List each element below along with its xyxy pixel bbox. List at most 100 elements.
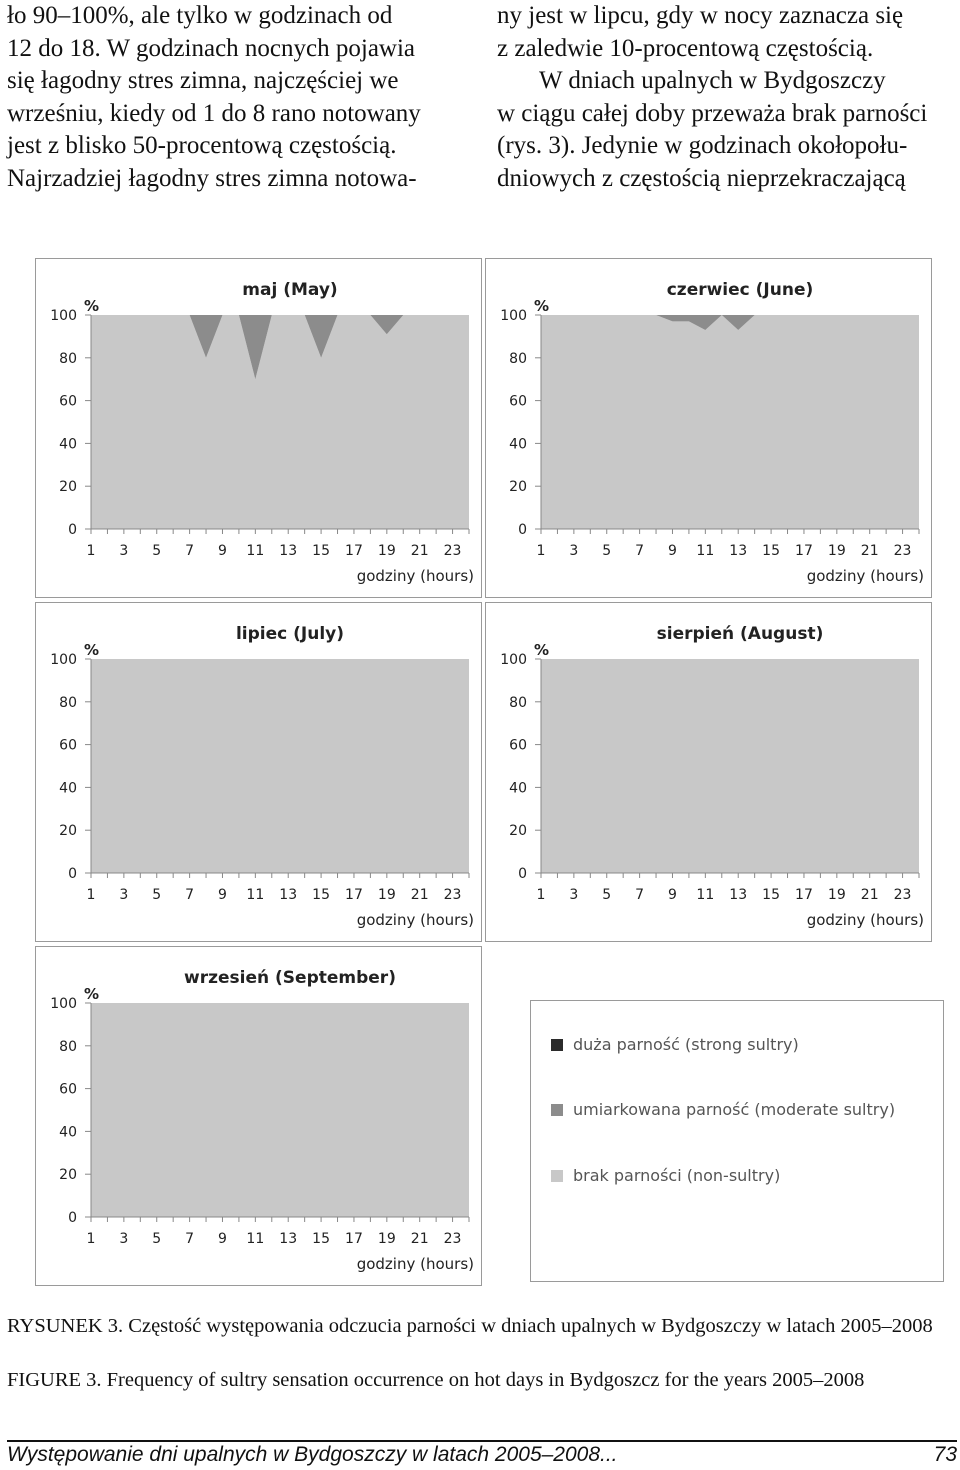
legend-item-strong: duża parność (strong sultry) [551, 1035, 799, 1054]
y-tick-label: 60 [59, 394, 77, 410]
x-tick-label: 13 [729, 887, 747, 903]
series-area-non-sultry [541, 659, 919, 873]
x-tick-label: 17 [795, 543, 813, 559]
x-tick-label: 1 [87, 887, 96, 903]
x-tick-label: 13 [279, 887, 297, 903]
series-area-moderate-sultry [541, 315, 919, 330]
text-line: ny jest w lipcu, gdy w nocy zaznacza się [497, 2, 904, 29]
x-tick-label: 13 [729, 543, 747, 559]
y-unit-label: % [84, 297, 99, 315]
x-tick-label: 7 [185, 1231, 194, 1247]
text-column-right: ny jest w lipcu, gdy w nocy zaznacza się… [497, 0, 955, 196]
chart-title: czerwiec (June) [667, 280, 814, 300]
text-line: jest z blisko 50-procentową częstością. [7, 132, 397, 160]
y-tick-label: 80 [509, 351, 527, 367]
y-tick-label: 40 [59, 780, 77, 796]
y-tick-label: 60 [509, 738, 527, 754]
text-line: w ciągu całej doby przeważa brak parnośc… [497, 99, 928, 127]
chart-title: wrzesień (September) [184, 968, 396, 988]
x-tick-label: 15 [312, 1231, 330, 1247]
y-tick-label: 0 [518, 866, 527, 882]
y-tick-label: 20 [509, 823, 527, 839]
running-title: Występowanie dni upalnych w Bydgoszczy w… [7, 1443, 618, 1466]
x-tick-label: 9 [218, 1231, 227, 1247]
x-tick-label: 9 [218, 543, 227, 559]
x-tick-label: 11 [696, 887, 714, 903]
x-tick-label: 11 [246, 887, 264, 903]
y-unit-label: % [84, 641, 99, 659]
y-tick-label: 20 [59, 479, 77, 495]
x-tick-label: 15 [312, 543, 330, 559]
y-tick-label: 60 [59, 738, 77, 754]
text-line: dniowych z częstością nieprzekraczającą [497, 164, 906, 192]
y-tick-label: 20 [59, 823, 77, 839]
legend-item-none: brak parności (non-sultry) [551, 1166, 780, 1185]
y-tick-label: 20 [59, 1167, 77, 1183]
x-axis-title: godziny (hours) [357, 1255, 474, 1273]
y-tick-label: 0 [68, 522, 77, 538]
x-tick-label: 5 [602, 543, 611, 559]
y-tick-label: 80 [59, 351, 77, 367]
chart-title: lipiec (July) [236, 624, 344, 644]
x-tick-label: 1 [537, 887, 546, 903]
legend-swatch-none [551, 1169, 563, 1182]
figure-caption-pl: RYSUNEK 3. Częstość występowania odczuci… [7, 1315, 933, 1337]
x-tick-label: 15 [762, 887, 780, 903]
x-tick-label: 1 [87, 543, 96, 559]
chart-panel-may: maj (May)% 0 20 40 60 80 100 1 3 5 7 9 11 13 15 17 19 21 2… [35, 258, 482, 598]
x-tick-label: 21 [411, 1231, 429, 1247]
y-tick-label: 0 [518, 522, 527, 538]
x-tick-label: 17 [345, 543, 363, 559]
x-tick-label: 3 [569, 887, 578, 903]
series-area-non-sultry [91, 659, 469, 873]
x-axis-title: godziny (hours) [357, 911, 474, 929]
y-tick-label: 100 [500, 308, 527, 324]
chart-panel-june: czerwiec (June)% 0 20 40 60 80 100 1 3 5 7 9 11 13 15 1… [485, 258, 932, 598]
y-tick-label: 80 [59, 695, 77, 711]
x-tick-label: 5 [152, 543, 161, 559]
x-tick-label: 23 [444, 543, 462, 559]
y-tick-label: 0 [68, 1210, 77, 1226]
y-tick-label: 40 [509, 436, 527, 452]
x-tick-label: 19 [378, 887, 396, 903]
y-unit-label: % [534, 297, 549, 315]
y-tick-label: 40 [59, 436, 77, 452]
chart-title: sierpień (August) [657, 624, 824, 644]
x-axis-title: godziny (hours) [807, 911, 924, 929]
x-tick-label: 11 [696, 543, 714, 559]
legend-swatch-strong [551, 1038, 563, 1051]
y-unit-label: % [84, 985, 99, 1003]
legend-item-moderate: umiarkowana parność (moderate sultry) [551, 1100, 895, 1119]
x-tick-label: 19 [378, 543, 396, 559]
text-line: Najrzadziej łagodny stres zimna notowa- [7, 164, 417, 192]
x-tick-label: 9 [668, 543, 677, 559]
y-tick-label: 0 [68, 866, 77, 882]
x-tick-label: 1 [87, 1231, 96, 1247]
x-tick-label: 3 [119, 887, 128, 903]
x-tick-label: 23 [894, 543, 912, 559]
x-tick-label: 3 [119, 543, 128, 559]
x-tick-label: 21 [861, 543, 879, 559]
x-tick-label: 7 [635, 887, 644, 903]
y-tick-label: 80 [59, 1039, 77, 1055]
series-area-non-sultry [91, 315, 469, 529]
x-tick-label: 21 [861, 887, 879, 903]
y-tick-label: 20 [509, 479, 527, 495]
x-tick-label: 19 [378, 1231, 396, 1247]
text-line: 12 do 18. W godzinach nocnych pojawia [7, 34, 416, 62]
chart-panel-july: lipiec (July)% 0 20 40 60 80 100 1 3 5 7 9 11 13 15 17 1… [35, 602, 482, 942]
chart-panel-september: wrzesień (September)% 0 20 40 60 80 100 1 3 5 7 9 11… [35, 946, 482, 1286]
x-tick-label: 15 [762, 543, 780, 559]
y-tick-label: 100 [50, 996, 77, 1012]
chart-legend: duża parność (strong sultry) umiarkowana… [530, 1000, 944, 1282]
chart-panel-august: sierpień (August)% 0 20 40 60 80 100 1 3 5 7 9 11 13 1… [485, 602, 932, 942]
x-tick-label: 21 [411, 543, 429, 559]
legend-label: umiarkowana parność (moderate sultry) [573, 1100, 896, 1119]
page-footer: Występowanie dni upalnych w Bydgoszczy w… [7, 1440, 957, 1470]
y-tick-label: 100 [50, 308, 77, 324]
x-tick-label: 9 [218, 887, 227, 903]
x-tick-label: 19 [828, 887, 846, 903]
x-tick-label: 3 [569, 543, 578, 559]
